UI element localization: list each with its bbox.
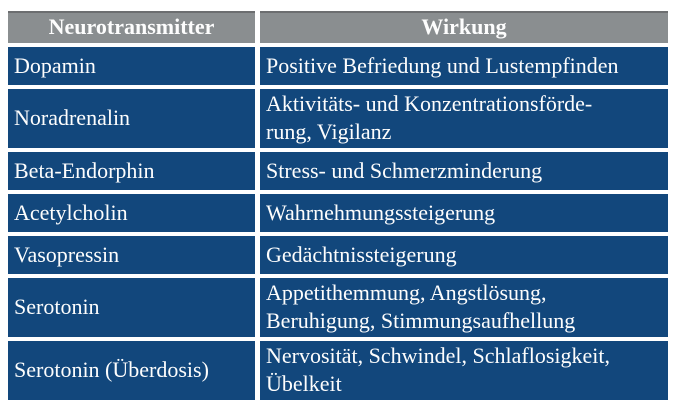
table-row-serotonin-ueberdosis: Serotonin (Überdosis) Nervosität, Schwin… <box>8 341 668 400</box>
neurotransmitter-cell: Noradrenalin <box>8 89 255 148</box>
neurotransmitter-cell: Vasopressin <box>8 236 255 274</box>
wirkung-cell: Positive Befriedung und Lustempfinden <box>260 47 668 85</box>
neurotransmitter-cell: Dopamin <box>8 47 255 85</box>
table-row-dopamin: Dopamin Positive Befriedung und Lustempf… <box>8 47 668 85</box>
neurotransmitter-cell: Acetylcholin <box>8 194 255 232</box>
wirkung-cell: Nervosität, Schwindel, Schlaflosigkeit, … <box>260 341 668 400</box>
wirkung-cell: Wahrnehmungssteigerung <box>260 194 668 232</box>
neurotransmitter-table: Neurotransmitter Wirkung Dopamin Positiv… <box>3 7 673 404</box>
wirkung-cell: Gedächtnissteigerung <box>260 236 668 274</box>
column-header-neurotransmitter: Neurotransmitter <box>8 11 255 43</box>
table-row-vasopressin: Vasopressin Gedächtnissteigerung <box>8 236 668 274</box>
wirkung-cell: Appetithemmung, Angstlösung, Beruhigung,… <box>260 278 668 337</box>
table-row-serotonin: Serotonin Appetithemmung, Angstlösung, B… <box>8 278 668 337</box>
table-row-beta-endorphin: Beta-Endorphin Stress- und Schmerzminder… <box>8 152 668 190</box>
table-row-noradrenalin: Noradrenalin Aktivitäts- und Konzentrati… <box>8 89 668 148</box>
wirkung-cell: Stress- und Schmerzminderung <box>260 152 668 190</box>
neurotransmitter-cell: Beta-Endorphin <box>8 152 255 190</box>
neurotransmitter-cell: Serotonin (Überdosis) <box>8 341 255 400</box>
neurotransmitter-cell: Serotonin <box>8 278 255 337</box>
table-header-row: Neurotransmitter Wirkung <box>8 11 668 43</box>
wirkung-cell: Aktivitäts- und Konzentrationsförde- run… <box>260 89 668 148</box>
table-row-acetylcholin: Acetylcholin Wahrnehmungssteigerung <box>8 194 668 232</box>
column-header-wirkung: Wirkung <box>260 11 668 43</box>
